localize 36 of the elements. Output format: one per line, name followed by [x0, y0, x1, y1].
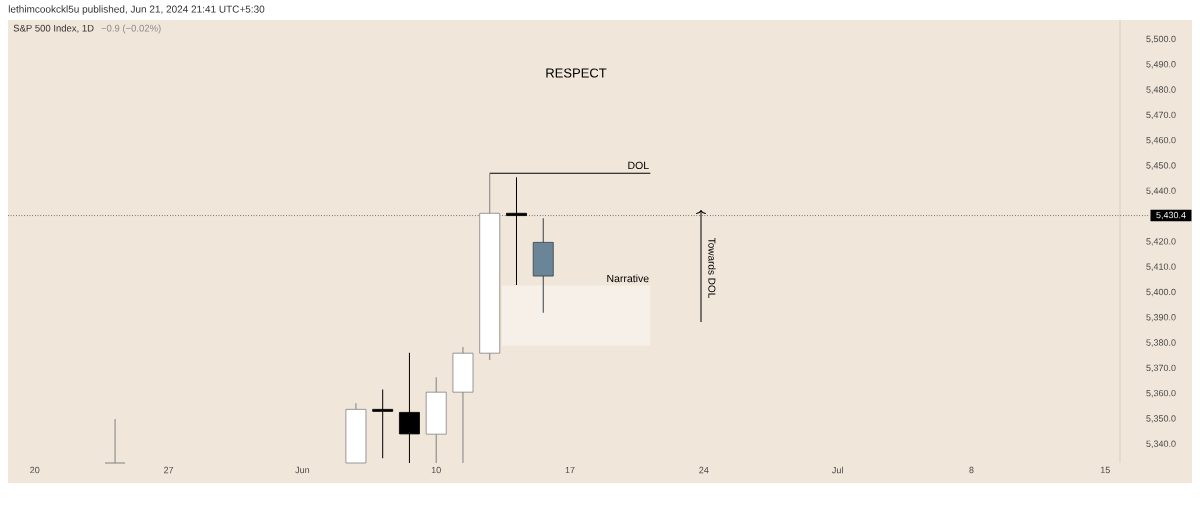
- series-label: DOL: [628, 161, 649, 170]
- y-tick-label: 5,480.0: [1146, 86, 1176, 94]
- y-tick-label: 5,460.0: [1146, 136, 1176, 145]
- y-tick-label: 5,490.0: [1146, 61, 1176, 69]
- y-tick-label: 5,380.0: [1146, 339, 1176, 347]
- x-tick-label: 8: [969, 466, 974, 474]
- chart-title: S&P 500 Index, 1D: [13, 24, 94, 33]
- y-tick-label: 5,500.0: [1146, 35, 1176, 44]
- candlestick: [104, 418, 126, 464]
- annotation: RESPECT: [546, 68, 607, 78]
- y-tick-label: 5,470.0: [1146, 111, 1176, 120]
- x-tick-label: Jul: [832, 466, 843, 474]
- y-tick-label: 5,420.0: [1146, 238, 1176, 246]
- ref-line-label: 5,430.4: [1156, 211, 1186, 220]
- y-tick-label: 5,400.0: [1146, 288, 1176, 297]
- y-tick-label: 5,370.0: [1146, 364, 1176, 373]
- y-tick-label: 5,390.0: [1146, 314, 1176, 322]
- chart-subtitle: −0.9 (−0.02%): [101, 24, 161, 34]
- y-tick-label: 5,440.0: [1146, 187, 1176, 195]
- x-tick-label: 17: [565, 466, 575, 474]
- x-tick-label: 10: [431, 466, 441, 474]
- band-label: Narrative: [607, 274, 649, 283]
- x-tick-label: 15: [1100, 466, 1110, 474]
- x-tick-label: 20: [30, 466, 40, 474]
- y-tick-label: 5,340.0: [1146, 440, 1176, 448]
- x-tick-label: Jun: [295, 466, 310, 474]
- x-tick-label: 27: [164, 466, 174, 474]
- y-tick-label: 5,450.0: [1146, 162, 1176, 170]
- annotation: Towards DOL: [708, 237, 716, 298]
- y-tick-label: 5,360.0: [1146, 389, 1176, 398]
- candlestick: [372, 388, 394, 459]
- text: lethimcookckl5u published, Jun 21, 2024 21:41 UTC+5:30: [8, 5, 265, 15]
- y-tick-label: 5,350.0: [1146, 415, 1176, 423]
- y-tick-label: 5,410.0: [1146, 263, 1176, 271]
- x-tick-label: 24: [699, 466, 709, 474]
- candlestick: [399, 352, 420, 464]
